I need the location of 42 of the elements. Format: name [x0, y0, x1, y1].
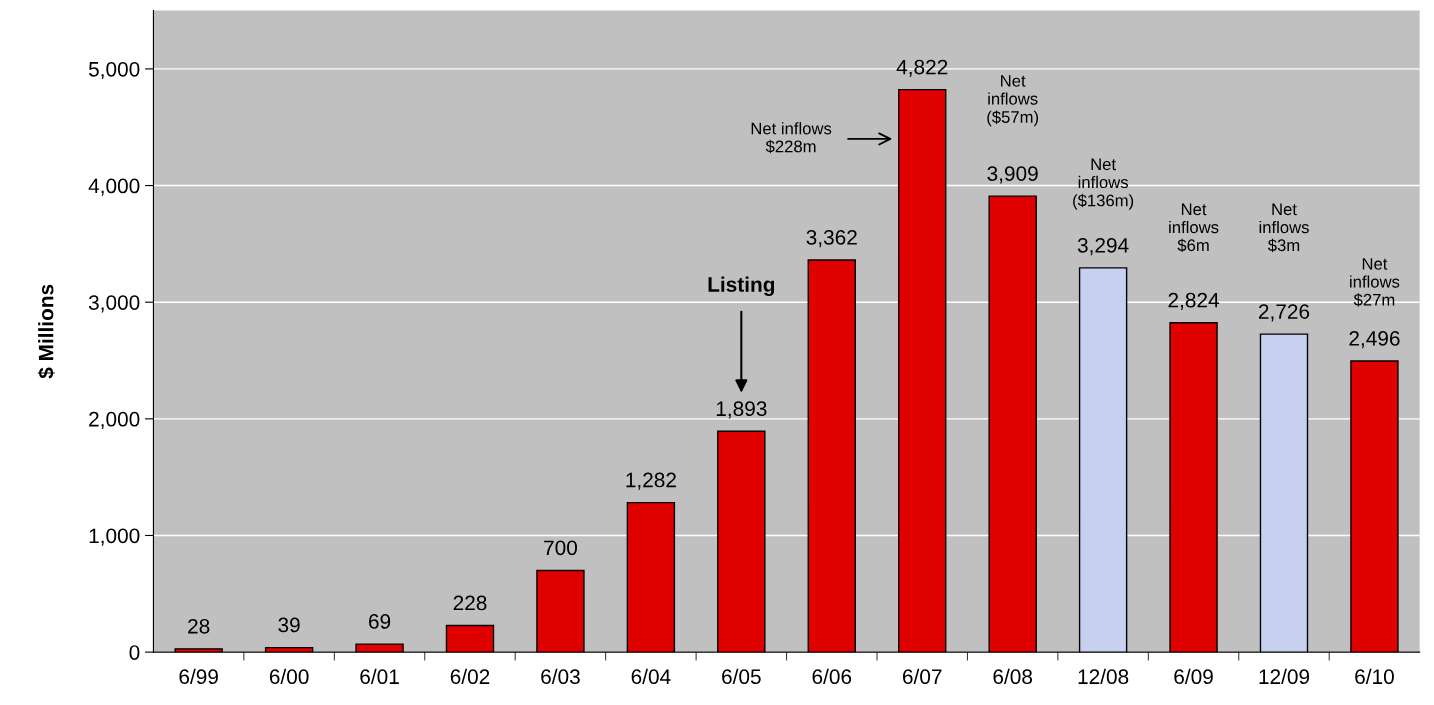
y-tick-label: 3,000: [88, 295, 140, 313]
x-tick-label: 6/06: [812, 668, 852, 685]
x-tick-label: 12/09: [1259, 668, 1310, 685]
data-label: 69: [369, 614, 391, 629]
y-tick-label: 2,000: [89, 411, 140, 430]
data-label: 2,726: [1258, 304, 1310, 322]
data-label: 4,822: [896, 59, 948, 77]
x-tick-label: 6/04: [631, 668, 671, 685]
data-label: 1,893: [716, 401, 767, 419]
annotation: Net inflows $27m: [1350, 258, 1400, 307]
data-label: 3,362: [806, 229, 857, 248]
x-tick-label: 6/09: [1174, 668, 1213, 685]
x-tick-label: 6/99: [179, 668, 218, 685]
x-tick-label: 6/03: [541, 668, 580, 685]
x-tick-label: 6/00: [269, 668, 309, 685]
annotation: Listing: [708, 276, 775, 297]
data-label: 3,909: [987, 166, 1038, 184]
x-tick-label: 6/08: [993, 668, 1033, 685]
annotation: Net inflows ($57m): [987, 75, 1039, 127]
x-tick-label: 6/05: [722, 668, 761, 685]
annotation: Net inflows $228m: [751, 122, 832, 154]
data-label: 1,282: [626, 472, 676, 490]
x-tick-label: 6/10: [1355, 668, 1394, 685]
y-tick-label: 4,000: [88, 178, 140, 196]
data-label: 2,824: [1168, 292, 1220, 310]
data-label: 28: [188, 618, 210, 634]
x-tick-label: 6/02: [450, 668, 490, 685]
x-tick-label: 6/01: [360, 668, 399, 685]
data-label: 2,496: [1349, 331, 1400, 349]
x-tick-label: 6/07: [903, 668, 942, 685]
x-tick-label: 12/08: [1078, 668, 1129, 685]
data-label: 700: [544, 540, 577, 556]
y-tick-label: 0: [129, 645, 140, 660]
annotation: Net inflows $3m: [1259, 203, 1309, 253]
y-tick-label: 1,000: [89, 528, 140, 546]
annotation: Net inflows ($136m): [1073, 158, 1134, 210]
y-tick-label: 5,000: [88, 61, 140, 80]
data-label: 3,294: [1077, 237, 1129, 256]
annotation: Net inflows $6m: [1169, 203, 1219, 253]
data-label: 228: [453, 595, 487, 611]
y-axis-title: $ Millions: [37, 284, 55, 379]
data-label: 39: [278, 617, 300, 633]
